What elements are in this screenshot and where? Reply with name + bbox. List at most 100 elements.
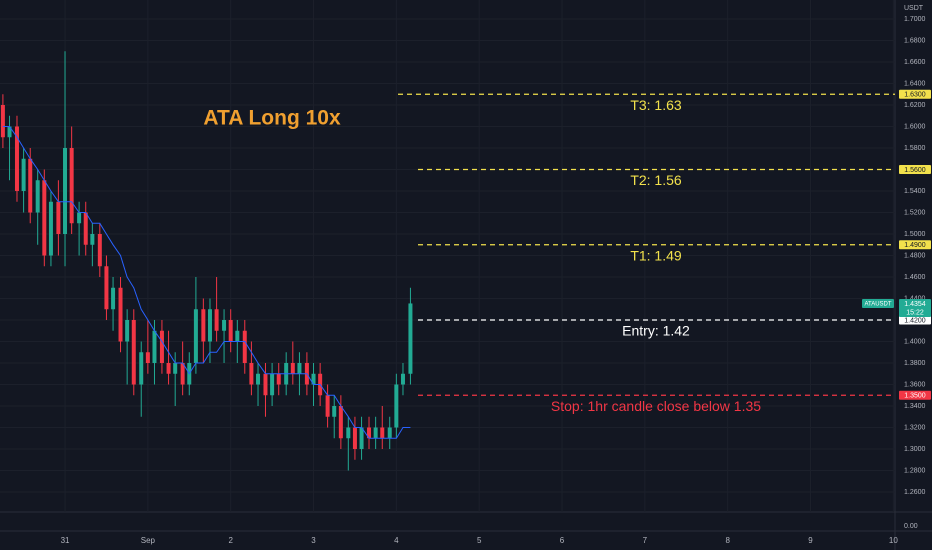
x-tick-label: 5 bbox=[477, 536, 482, 545]
annotations: 1.7000 1.6800 1.6600 1.6400 1.6200 1.6000 1.58… bbox=[61, 16, 931, 545]
candle-body bbox=[131, 320, 136, 385]
y-tick-label: 1.4000 bbox=[904, 338, 926, 345]
candle-body bbox=[180, 363, 185, 385]
candle-body bbox=[21, 158, 26, 191]
level-price-label: 1.6300 bbox=[904, 92, 926, 99]
level-price-box bbox=[899, 89, 931, 99]
candle-body bbox=[7, 126, 12, 138]
y-tick-label: 1.7000 bbox=[904, 16, 926, 23]
candle-body bbox=[387, 427, 392, 439]
x-tick-label: 7 bbox=[643, 536, 648, 545]
level-annotation: T2: 1.56 bbox=[630, 172, 682, 188]
candle-body bbox=[56, 201, 61, 234]
level-annotation: Stop: 1hr candle close below 1.35 bbox=[551, 398, 761, 414]
x-tick-label: 8 bbox=[725, 536, 730, 545]
y-tick-label: 1.6400 bbox=[904, 80, 926, 87]
y-tick-label: 1.3000 bbox=[904, 446, 926, 453]
candle-body bbox=[83, 212, 88, 245]
candle-body bbox=[408, 303, 413, 374]
last-price-box bbox=[899, 298, 931, 317]
y-tick-label: 1.6600 bbox=[904, 59, 926, 66]
x-tick-label: 3 bbox=[311, 536, 316, 545]
candle-body bbox=[297, 363, 302, 374]
candle-body bbox=[222, 320, 227, 331]
symbol-label: ATAUSDT bbox=[864, 302, 891, 308]
chart-title: ATA Long 10x bbox=[203, 107, 341, 130]
y-tick-label: 1.2800 bbox=[904, 467, 926, 474]
y-tick-label: 1.3600 bbox=[904, 381, 926, 388]
candle-body bbox=[125, 320, 130, 342]
y-tick-label: 1.6800 bbox=[904, 37, 926, 44]
candle-body bbox=[28, 158, 33, 213]
level-annotation: T3: 1.63 bbox=[630, 97, 682, 113]
candle-body bbox=[311, 373, 316, 385]
level-price-box bbox=[899, 240, 931, 250]
candle-body bbox=[256, 373, 261, 385]
candle-body bbox=[42, 180, 47, 256]
level-price-label: 1.4900 bbox=[904, 242, 926, 249]
x-tick-label: 10 bbox=[889, 536, 898, 545]
candle-body bbox=[380, 427, 385, 439]
y-tick-label: 1.3200 bbox=[904, 424, 926, 431]
candle-body bbox=[338, 406, 343, 439]
x-tick-label: 2 bbox=[228, 536, 233, 545]
candle-body bbox=[346, 427, 351, 439]
y-tick-label: 1.4400 bbox=[904, 295, 926, 302]
y-tick-label: 1.5800 bbox=[904, 145, 926, 152]
currency-label: USDT bbox=[904, 5, 924, 12]
symbol-box bbox=[862, 298, 894, 308]
candle-body bbox=[145, 352, 150, 363]
candle-body bbox=[63, 148, 68, 234]
candle-body bbox=[235, 330, 240, 342]
x-tick-label: 9 bbox=[808, 536, 813, 545]
candle-body bbox=[0, 105, 5, 138]
y-tick-label: 1.4800 bbox=[904, 252, 926, 259]
candle-body bbox=[352, 427, 357, 449]
y-tick-label: 1.2600 bbox=[904, 489, 926, 496]
y-tick-label: 1.5200 bbox=[904, 209, 926, 216]
level-price-box bbox=[899, 315, 931, 325]
candle-body bbox=[249, 363, 254, 385]
candle-body bbox=[77, 212, 82, 224]
candle-body bbox=[270, 373, 275, 396]
level-price-box bbox=[899, 165, 931, 174]
candle-body bbox=[290, 363, 295, 374]
candle-body bbox=[359, 427, 364, 449]
y-tick-label: 1.3800 bbox=[904, 360, 926, 367]
candle-body bbox=[207, 309, 212, 342]
x-tick-label: 31 bbox=[61, 536, 70, 545]
level-annotation: Entry: 1.42 bbox=[622, 323, 690, 339]
candle-body bbox=[193, 309, 198, 363]
candle-body bbox=[139, 352, 144, 385]
candle-body bbox=[166, 363, 171, 374]
level-price-label: 1.5600 bbox=[904, 167, 926, 174]
candle-body bbox=[394, 384, 399, 428]
candle-body bbox=[400, 373, 405, 385]
y-tick-label: 1.5000 bbox=[904, 231, 926, 238]
candle-body bbox=[173, 363, 178, 374]
level-price-label: 1.4200 bbox=[904, 317, 926, 324]
candle-body bbox=[118, 287, 123, 342]
last-price-label: 1.4354 bbox=[904, 301, 926, 308]
candle-body bbox=[90, 234, 95, 245]
candle-body bbox=[35, 180, 40, 213]
candle-body bbox=[214, 309, 219, 331]
candle-body bbox=[228, 320, 233, 342]
candle-body bbox=[104, 266, 109, 310]
level-price-label: 1.3500 bbox=[904, 393, 926, 400]
candle-body bbox=[263, 373, 268, 396]
moving-average bbox=[2, 126, 411, 439]
candle-body bbox=[48, 201, 53, 256]
x-tick-label: 6 bbox=[560, 536, 565, 545]
candle-body bbox=[242, 330, 247, 363]
candle-body bbox=[152, 330, 157, 363]
y-tick-label: 1.6200 bbox=[904, 102, 926, 109]
candle-body bbox=[373, 427, 378, 439]
x-tick-label: 4 bbox=[394, 536, 399, 545]
y-tick-label: 1.6000 bbox=[904, 123, 926, 130]
candle-body bbox=[325, 395, 330, 417]
candle-body bbox=[332, 406, 337, 417]
candle-body bbox=[111, 287, 116, 310]
